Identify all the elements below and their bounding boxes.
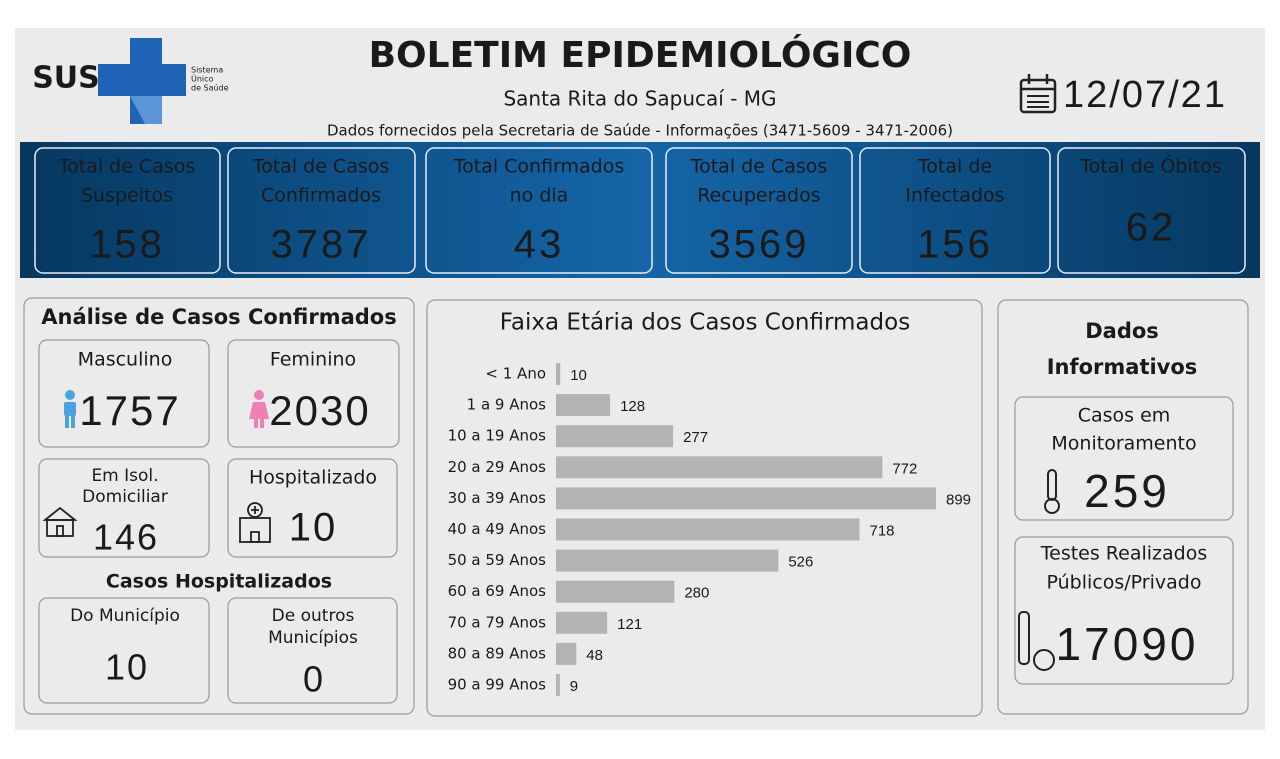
thermometer-icon <box>1044 469 1060 514</box>
summary-value: 3787 <box>271 223 372 267</box>
calendar-icon <box>1019 74 1057 114</box>
value-label: 899 <box>946 491 971 508</box>
summary-label: Confirmados <box>261 185 381 207</box>
summary-value: 158 <box>89 223 165 267</box>
gender-label: Feminino <box>270 349 356 371</box>
hospitalized-label: Hospitalizado <box>249 467 377 489</box>
summary-label: Total de Casos <box>252 156 390 178</box>
hospital-label: De outros <box>272 606 355 626</box>
value-label: 280 <box>684 585 709 602</box>
bar <box>556 394 611 417</box>
monitoring-label: Casos em <box>1078 405 1171 427</box>
summary-label: Total de Óbitos <box>1079 154 1221 178</box>
tests-label: Testes Realizados <box>1040 543 1207 565</box>
isolation-label: Domiciliar <box>82 487 168 507</box>
chart-title: Faixa Etária dos Casos Confirmados <box>500 310 910 336</box>
summary-label: Suspeitos <box>81 185 173 207</box>
bar <box>556 549 779 572</box>
info-title: Dados <box>1085 319 1159 343</box>
category-label: < 1 Ano <box>485 365 546 383</box>
bar <box>556 642 577 665</box>
female-icon <box>249 390 269 428</box>
category-label: 70 a 79 Anos <box>448 613 547 631</box>
value-label: 10 <box>570 367 587 384</box>
male-icon <box>64 390 76 428</box>
hospitalized-value: 10 <box>289 506 338 550</box>
value-label: 48 <box>586 647 603 664</box>
value-label: 277 <box>683 429 708 446</box>
isolation-label: Em Isol. <box>91 466 158 486</box>
info-title: Informativos <box>1047 355 1198 379</box>
logo-name: SUS <box>32 61 100 96</box>
hospital-value: 0 <box>303 659 323 700</box>
summary-value: 43 <box>514 223 565 267</box>
bar <box>556 518 860 541</box>
tests-value: 17090 <box>1056 618 1199 670</box>
summary-label: Total Confirmados <box>453 156 625 178</box>
bar <box>556 611 608 634</box>
gender-value: 2030 <box>269 387 370 434</box>
bar <box>556 674 560 696</box>
logo-text: Único <box>191 73 214 84</box>
hospital-title: Casos Hospitalizados <box>106 571 332 593</box>
category-label: 30 a 39 Anos <box>448 489 547 507</box>
value-label: 9 <box>570 678 578 695</box>
hospital-label: Municípios <box>268 628 358 648</box>
logo-text: de Saúde <box>191 84 229 93</box>
house-icon <box>42 506 78 537</box>
summary-band <box>20 142 1260 278</box>
value-label: 526 <box>788 554 813 571</box>
category-label: 10 a 19 Anos <box>448 427 547 445</box>
category-label: 50 a 59 Anos <box>448 551 547 569</box>
isolation-value: 146 <box>93 517 159 558</box>
summary-cards <box>34 147 1246 274</box>
category-label: 1 a 9 Anos <box>467 396 547 414</box>
title: BOLETIM EPIDEMIOLÓGICO <box>369 34 912 76</box>
summary-value: 62 <box>1126 206 1177 250</box>
summary-label: no dia <box>510 185 569 207</box>
category-label: 60 a 69 Anos <box>448 582 547 600</box>
summary-value: 3569 <box>709 223 810 267</box>
value-label: 772 <box>892 460 917 477</box>
gender-value: 1757 <box>79 387 180 434</box>
bar <box>556 456 883 479</box>
category-label: 40 a 49 Anos <box>448 520 547 538</box>
bar <box>556 580 675 603</box>
tests-label: Públicos/Privado <box>1047 572 1202 594</box>
category-label: 80 a 89 Anos <box>448 644 547 662</box>
hospital-value: 10 <box>105 647 149 688</box>
summary-label: Recuperados <box>697 185 820 207</box>
bar <box>556 487 936 510</box>
bar <box>556 425 674 448</box>
hospital-label: Do Município <box>70 606 180 626</box>
logo-text: Sistema <box>191 66 223 75</box>
value-label: 121 <box>617 616 642 633</box>
analysis-title: Análise de Casos Confirmados <box>41 305 396 329</box>
summary-label: Infectados <box>905 185 1004 207</box>
bar <box>556 363 561 385</box>
value-label: 128 <box>620 398 645 415</box>
value-label: 718 <box>869 522 894 539</box>
monitoring-label: Monitoramento <box>1051 433 1196 455</box>
summary-label: Total de Casos <box>58 156 196 178</box>
source: Dados fornecidos pela Secretaria de Saúd… <box>327 122 953 140</box>
category-label: 20 a 29 Anos <box>448 458 547 476</box>
summary-label: Total de Casos <box>690 156 828 178</box>
summary-value: 156 <box>917 223 993 267</box>
test-tube-icon <box>1018 611 1055 671</box>
sus-logo-cross <box>98 38 186 124</box>
subtitle: Santa Rita do Sapucaí - MG <box>503 87 776 111</box>
hospital-icon <box>239 502 271 543</box>
monitoring-value: 259 <box>1084 465 1170 517</box>
date: 12/07/21 <box>1063 74 1227 116</box>
category-label: 90 a 99 Anos <box>448 676 547 694</box>
panels <box>23 297 1249 717</box>
gender-label: Masculino <box>78 349 173 371</box>
summary-label: Total de <box>917 156 992 178</box>
